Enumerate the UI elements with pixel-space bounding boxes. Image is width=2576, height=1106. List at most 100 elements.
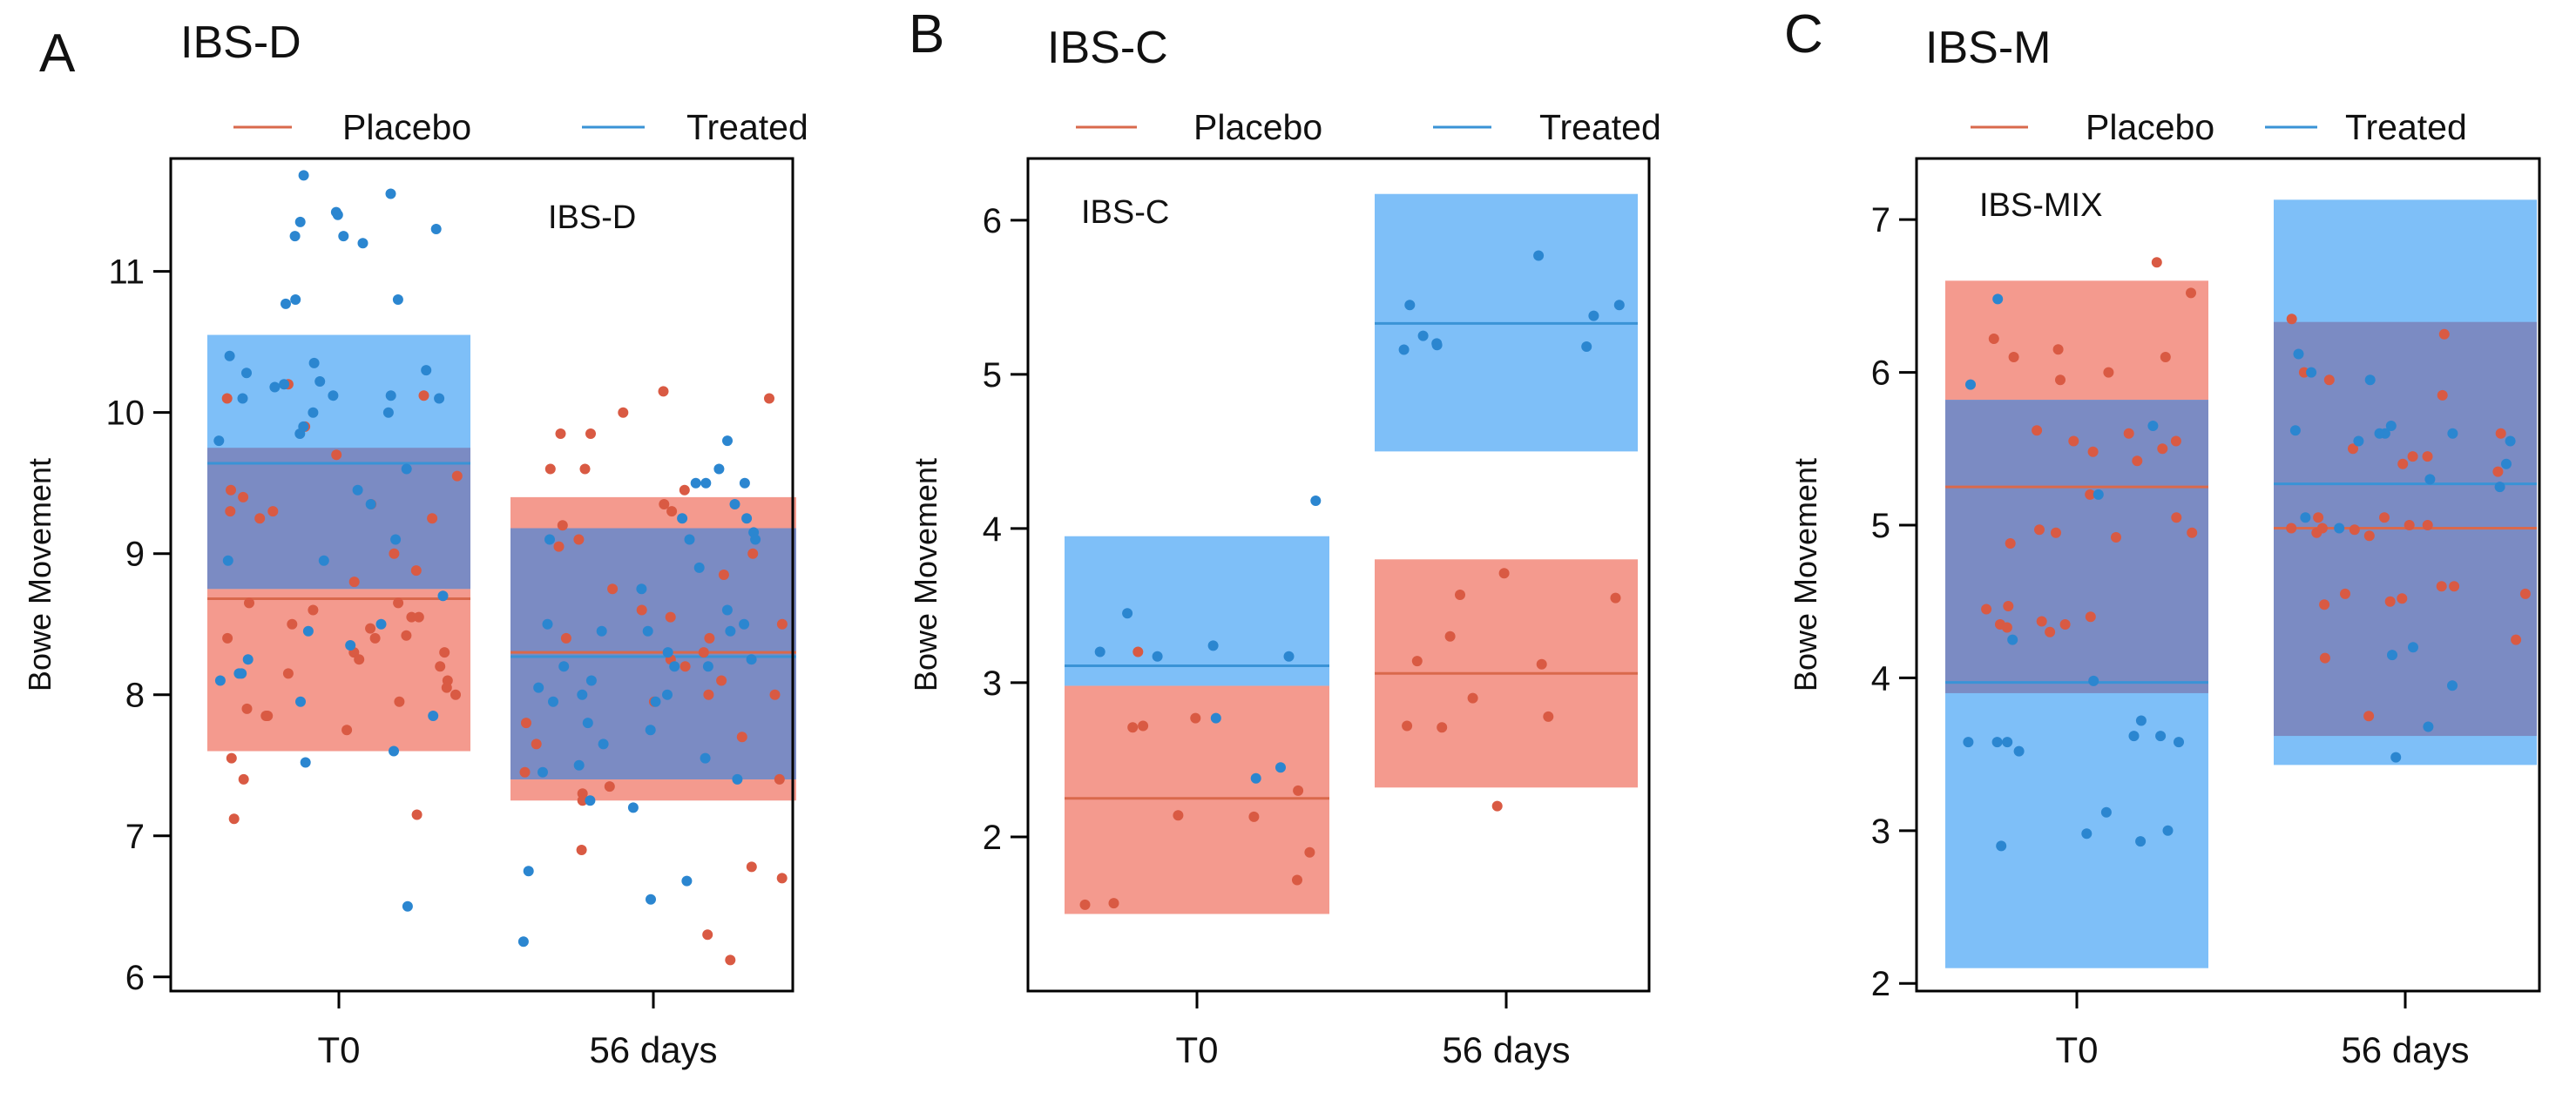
data-point-treated [2447, 680, 2458, 691]
data-point-placebo [658, 386, 669, 397]
data-point-treated [1404, 300, 1416, 311]
legend: Placebo Treated [1076, 107, 1661, 147]
data-point-treated [300, 757, 311, 768]
data-point-treated [382, 407, 394, 418]
panel-b: B IBS-C Placebo Treated 2 3 4 5 6 T0 56 days IB… [908, 4, 1661, 1070]
data-point-placebo [241, 703, 253, 714]
data-point-treated [598, 738, 609, 750]
data-point-placebo [2379, 512, 2390, 523]
data-point-placebo [1304, 846, 1315, 858]
data-point-treated [298, 170, 309, 181]
inset-label: IBS-C [1081, 194, 1169, 231]
data-point-treated [222, 555, 233, 566]
data-point-treated [1094, 646, 1105, 658]
data-point-placebo [679, 661, 691, 672]
data-point-placebo [451, 470, 463, 482]
y-tick-label: 8 [125, 677, 145, 715]
data-point-treated [2423, 721, 2434, 732]
data-point-treated [1207, 640, 1219, 651]
x-tick-label: T0 [317, 1029, 360, 1070]
data-point-placebo [354, 654, 365, 665]
data-point-placebo [746, 861, 757, 873]
data-point-placebo [308, 604, 319, 616]
data-point-placebo [1248, 811, 1260, 822]
data-point-treated [295, 696, 306, 707]
data-point-placebo [659, 499, 670, 509]
legend-label-placebo: Placebo [1193, 107, 1322, 147]
data-point-treated [365, 499, 376, 509]
range-bands [1065, 193, 1638, 914]
panel-letter-a: A [39, 24, 76, 84]
data-point-placebo [2008, 352, 2019, 362]
data-point-treated [281, 298, 291, 309]
data-point-placebo [410, 565, 422, 577]
data-point-treated [290, 294, 301, 305]
data-point-placebo [703, 689, 714, 700]
data-point-treated [2334, 523, 2345, 534]
x-axis: T0 56 days [317, 991, 718, 1070]
range-band-treated-0 [1065, 536, 1329, 686]
data-point-treated [750, 534, 761, 545]
data-point-treated [1283, 651, 1295, 662]
data-point-placebo [2519, 588, 2531, 599]
data-point-placebo [2437, 389, 2448, 401]
data-point-placebo [238, 491, 249, 502]
data-point-placebo [716, 675, 727, 686]
data-point-placebo [769, 689, 781, 700]
y-tick-label: 7 [1871, 201, 1890, 239]
data-point-placebo [2349, 524, 2360, 536]
data-point-treated [677, 513, 688, 524]
data-point-treated [2147, 421, 2159, 431]
panel-letter-c: C [1784, 4, 1823, 64]
x-tick-label: 56 days [1442, 1029, 1570, 1070]
data-point-placebo [1444, 631, 1456, 642]
data-point-placebo [418, 390, 429, 401]
data-point-treated [2100, 806, 2112, 818]
data-point-treated [357, 238, 368, 249]
data-point-placebo [702, 929, 713, 941]
data-point-treated [390, 534, 402, 545]
data-point-treated [558, 661, 570, 672]
y-tick-label: 11 [108, 253, 145, 292]
data-point-placebo [764, 393, 774, 404]
data-point-placebo [2160, 352, 2171, 362]
inset-label: IBS-D [548, 199, 636, 236]
data-point-treated [2128, 731, 2140, 742]
data-point-treated [2374, 428, 2385, 439]
y-tick-label: 2 [983, 819, 1002, 857]
data-point-placebo [1610, 592, 1621, 604]
data-point-treated [279, 379, 290, 390]
data-points [213, 170, 788, 966]
data-point-placebo [2319, 652, 2330, 664]
data-point-treated [2353, 435, 2364, 447]
data-point-placebo [725, 954, 736, 966]
data-point-placebo [2085, 489, 2096, 500]
legend-label-treated: Treated [686, 107, 808, 147]
y-tick-label: 6 [1871, 354, 1890, 393]
data-point-placebo [406, 611, 417, 623]
data-point-placebo [544, 463, 556, 475]
data-point-treated [700, 477, 712, 489]
y-tick-label: 3 [983, 664, 1002, 703]
y-axis-label: Bowe Movement [22, 458, 57, 691]
data-point-placebo [260, 711, 272, 721]
data-point-placebo [1411, 656, 1423, 667]
data-point-treated [1417, 330, 1429, 341]
data-point-placebo [1491, 800, 1503, 812]
data-point-placebo [736, 732, 747, 743]
data-point-placebo [2111, 532, 2121, 543]
data-point-placebo [2495, 428, 2506, 439]
y-tick-label: 2 [1871, 965, 1890, 1003]
data-point-placebo [2404, 520, 2415, 530]
data-point-treated [517, 936, 529, 948]
data-point-placebo [2436, 581, 2447, 592]
data-point-treated [437, 590, 449, 602]
data-point-treated [2501, 458, 2512, 469]
data-point-treated [1122, 608, 1133, 619]
data-point-treated [2505, 435, 2516, 447]
data-point-placebo [2036, 616, 2047, 627]
data-point-treated [585, 675, 597, 686]
data-point-treated [2293, 348, 2304, 360]
data-point-placebo [2001, 622, 2012, 633]
data-point-placebo [393, 597, 404, 609]
